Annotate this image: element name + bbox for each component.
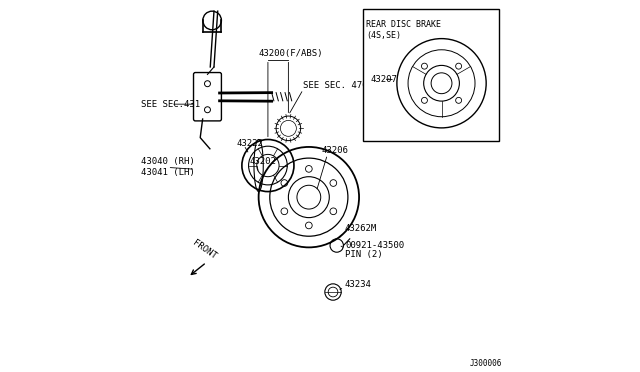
Text: 00921-43500: 00921-43500: [346, 241, 404, 250]
Text: 43200(F/ABS): 43200(F/ABS): [259, 49, 323, 58]
Text: 43202: 43202: [250, 157, 276, 166]
Text: 43040 (RH): 43040 (RH): [141, 157, 195, 166]
Text: SEE SEC. 476: SEE SEC. 476: [303, 81, 368, 90]
Text: 43234: 43234: [344, 280, 371, 289]
Text: 43206: 43206: [322, 146, 349, 155]
Text: 43041 (LH): 43041 (LH): [141, 169, 195, 177]
Text: 43207: 43207: [370, 75, 397, 84]
Text: REAR DISC BRAKE
(4S,SE): REAR DISC BRAKE (4S,SE): [367, 20, 442, 40]
Text: 43262M: 43262M: [344, 224, 376, 233]
Text: FRONT: FRONT: [191, 238, 218, 261]
Bar: [363, 9, 499, 141]
Text: SEE SEC.431: SEE SEC.431: [141, 100, 200, 109]
Text: PIN (2): PIN (2): [346, 250, 383, 259]
Text: 43222: 43222: [236, 139, 263, 148]
Text: J300006: J300006: [470, 359, 502, 368]
